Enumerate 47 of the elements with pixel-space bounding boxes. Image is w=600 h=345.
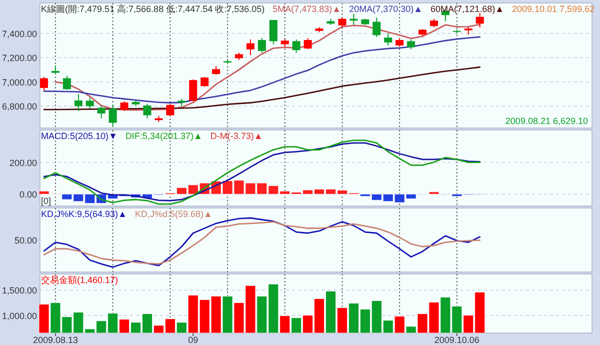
candlestick <box>292 38 300 54</box>
candlestick <box>120 100 128 112</box>
candlestick <box>476 12 484 28</box>
candlestick <box>97 106 106 119</box>
candlestick <box>108 104 117 128</box>
candlestick <box>189 78 198 102</box>
y-tick-label: 1,500.00 <box>2 286 37 296</box>
candlestick <box>372 17 381 38</box>
x-tick-label: 09 <box>188 335 198 345</box>
y-tick-label: 7,400.00 <box>2 28 37 39</box>
text: 60MA(7,121.68)▲ <box>430 4 504 14</box>
y-tick-label: 7,000.00 <box>2 77 37 88</box>
text: D-M(-3.73)▲ <box>210 131 263 141</box>
candlestick <box>407 38 416 50</box>
text: 20MA(7,370.30)▲ <box>349 4 423 14</box>
y-tick-label: 7,200.00 <box>2 53 37 64</box>
y-tick-label: 6,800.00 <box>2 102 37 112</box>
annotation: [0] <box>41 196 52 206</box>
text: KD,J%K:9,5(64.93)▲ <box>41 209 127 219</box>
candlestick <box>143 103 152 119</box>
text: DIF:5,34(201.37)▲ <box>125 131 202 141</box>
x-tick-label: 2009.10.06 <box>434 335 480 345</box>
candlestick <box>200 76 209 88</box>
candlestick <box>258 38 266 54</box>
candlestick <box>269 19 278 45</box>
candlestick <box>304 38 312 50</box>
candlestick <box>166 103 174 116</box>
candlestick <box>74 94 82 112</box>
text: 交易金額(1,460.17) <box>41 275 118 285</box>
y-tick-label: 200.00 <box>9 158 37 168</box>
text: MACD:5(205.10)▼ <box>41 131 118 141</box>
candlestick <box>86 97 94 110</box>
x-tick-label: 2009.08.13 <box>32 335 78 345</box>
series-label: KD,J%d:5(59.68)▲ <box>134 209 212 219</box>
candlestick <box>40 76 48 91</box>
candlestick <box>338 17 346 28</box>
candlestick <box>384 32 392 46</box>
y-tick-label: 1,000.00 <box>2 310 37 321</box>
text: 2009.08.21 6,629.10 <box>505 116 588 126</box>
line-series <box>43 36 481 104</box>
series-label: 5MA(7,473.83)▲ <box>272 4 342 14</box>
text: 2009.10.01 7,599.62 <box>512 4 595 14</box>
chart-title: K線圖(開:7,479.51 高:7,566.88 低:7,447.54 收:7,536.05) <box>41 4 265 14</box>
text: 50.00 <box>14 236 37 246</box>
candlestick <box>246 38 254 56</box>
candlestick <box>62 75 71 90</box>
y-tick-label: 0.00 <box>19 190 37 200</box>
